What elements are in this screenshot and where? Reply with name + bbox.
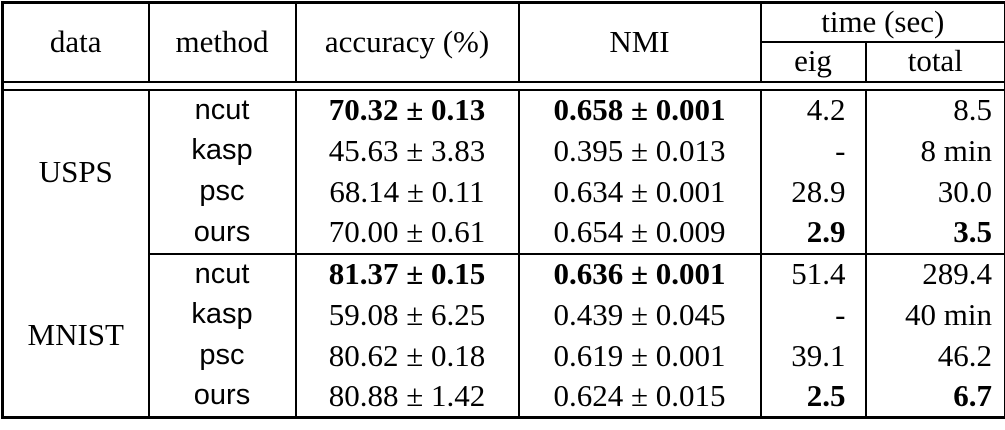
method-cell: ncut bbox=[147, 89, 297, 131]
eig-cell: 28.9 bbox=[759, 171, 867, 213]
method-cell: ours bbox=[147, 212, 297, 255]
results-table: data method accuracy (%) NMI time (sec) … bbox=[1, 1, 1005, 419]
accuracy-cell: 59.08 ± 6.25 bbox=[294, 294, 520, 336]
header-eig: eig bbox=[759, 41, 867, 82]
header-time-group: time (sec) bbox=[759, 2, 1005, 43]
header-method: method bbox=[147, 2, 297, 82]
method-cell: kasp bbox=[147, 294, 297, 336]
table-row: psc 80.62 ± 0.18 0.619 ± 0.001 39.1 46.2 bbox=[3, 335, 1005, 377]
eig-cell: 51.4 bbox=[759, 253, 867, 295]
header-accuracy: accuracy (%) bbox=[294, 2, 520, 82]
table-row: kasp 45.63 ± 3.83 0.395 ± 0.013 - 8 min bbox=[3, 130, 1005, 172]
nmi-cell: 0.619 ± 0.001 bbox=[517, 335, 762, 377]
table-row: ours 70.00 ± 0.61 0.654 ± 0.009 2.9 3.5 bbox=[3, 212, 1005, 255]
accuracy-cell: 68.14 ± 0.11 bbox=[294, 171, 520, 213]
eig-cell: - bbox=[759, 294, 867, 336]
header-row-1: data method accuracy (%) NMI time (sec) bbox=[1, 2, 1005, 82]
total-cell: 46.2 bbox=[864, 335, 1005, 377]
nmi-cell: 0.634 ± 0.001 bbox=[517, 171, 762, 213]
nmi-cell: 0.624 ± 0.015 bbox=[517, 376, 762, 418]
table-row: MNIST ncut 81.37 ± 0.15 0.636 ± 0.001 51… bbox=[1, 253, 1005, 418]
total-cell: 30.0 bbox=[864, 171, 1005, 213]
table-row: psc 68.14 ± 0.11 0.634 ± 0.001 28.9 30.0 bbox=[3, 171, 1005, 213]
header-row-2: eig total bbox=[3, 41, 1005, 82]
method-cell: psc bbox=[147, 171, 297, 213]
method-cell: psc bbox=[147, 335, 297, 377]
eig-cell: 2.9 bbox=[759, 212, 867, 255]
total-cell: 289.4 bbox=[864, 253, 1005, 295]
header-nmi: NMI bbox=[517, 2, 762, 82]
method-cell: ncut bbox=[147, 253, 297, 295]
accuracy-cell: 80.88 ± 1.42 bbox=[294, 376, 520, 418]
accuracy-cell: 70.00 ± 0.61 bbox=[294, 212, 520, 255]
nmi-cell: 0.654 ± 0.009 bbox=[517, 212, 762, 255]
accuracy-cell: 45.63 ± 3.83 bbox=[294, 130, 520, 172]
dataset-cell: USPS bbox=[1, 89, 150, 254]
nmi-cell: 0.439 ± 0.045 bbox=[517, 294, 762, 336]
table-row: USPS ncut 70.32 ± 0.13 0.658 ± 0.001 4.2… bbox=[1, 89, 1005, 254]
accuracy-cell: 81.37 ± 0.15 bbox=[294, 253, 520, 295]
eig-cell: - bbox=[759, 130, 867, 172]
total-cell: 40 min bbox=[864, 294, 1005, 336]
total-cell: 8 min bbox=[864, 130, 1005, 172]
eig-cell: 4.2 bbox=[759, 89, 867, 131]
total-cell: 3.5 bbox=[864, 212, 1005, 255]
dataset-cell: MNIST bbox=[1, 253, 150, 418]
nmi-cell: 0.658 ± 0.001 bbox=[517, 89, 762, 131]
method-cell: kasp bbox=[147, 130, 297, 172]
header-body-divider bbox=[2, 80, 1005, 91]
nmi-cell: 0.636 ± 0.001 bbox=[517, 253, 762, 295]
accuracy-cell: 70.32 ± 0.13 bbox=[294, 89, 520, 131]
header-total: total bbox=[864, 41, 1005, 82]
accuracy-cell: 80.62 ± 0.18 bbox=[294, 335, 520, 377]
total-cell: 6.7 bbox=[864, 376, 1005, 418]
table-row: ours 80.88 ± 1.42 0.624 ± 0.015 2.5 6.7 bbox=[3, 376, 1005, 418]
eig-cell: 2.5 bbox=[759, 376, 867, 418]
total-cell: 8.5 bbox=[864, 89, 1005, 131]
eig-cell: 39.1 bbox=[759, 335, 867, 377]
nmi-cell: 0.395 ± 0.013 bbox=[517, 130, 762, 172]
table-row: kasp 59.08 ± 6.25 0.439 ± 0.045 - 40 min bbox=[3, 294, 1005, 336]
header-data: data bbox=[1, 2, 150, 82]
method-cell: ours bbox=[147, 376, 297, 418]
